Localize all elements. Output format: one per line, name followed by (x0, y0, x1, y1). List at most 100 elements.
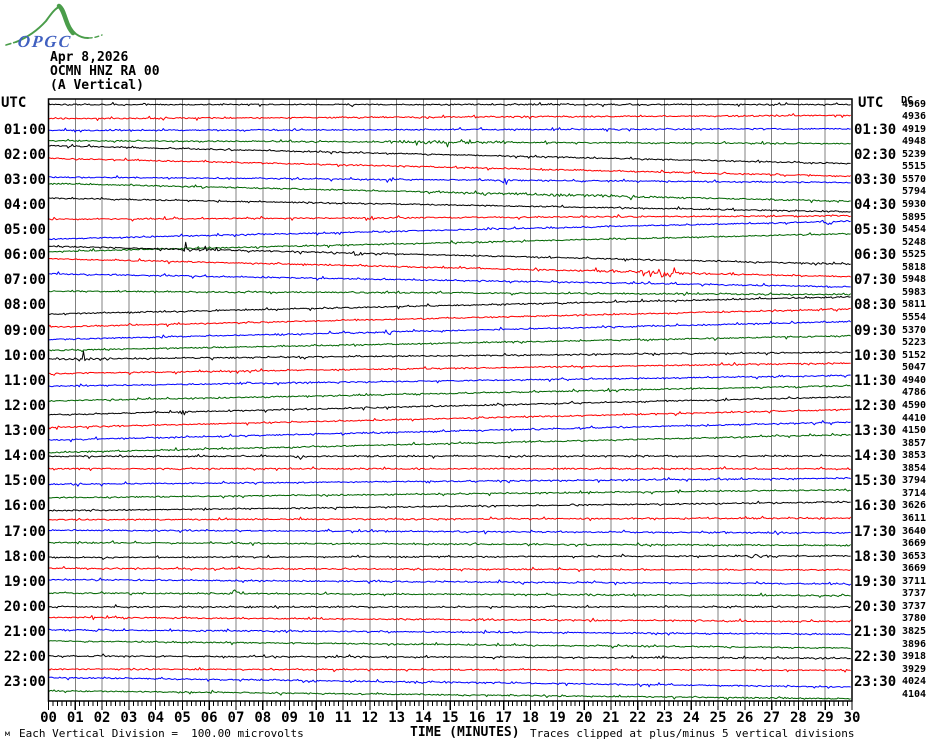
dc-value: 4104 (902, 688, 927, 700)
seismogram-trace (48, 528, 851, 536)
minute-label: 29 (816, 710, 834, 726)
dc-value: 5047 (902, 362, 927, 374)
clip-note: Traces clipped at plus/minus 5 vertical … (530, 727, 855, 740)
minute-label: 06 (200, 710, 218, 726)
dc-value: 5948 (902, 274, 927, 286)
dc-value: 3918 (902, 651, 927, 663)
dc-value: 3896 (902, 638, 927, 650)
corner-squiggle-mark: м (5, 729, 10, 738)
minute-label: 25 (709, 710, 727, 726)
division-scale-note: Each Vertical Division = 100.00 microvol… (19, 727, 304, 740)
dc-value: 5248 (902, 236, 927, 248)
dc-value: 5930 (902, 198, 927, 210)
seismogram-trace (48, 640, 851, 650)
dc-value: 5152 (902, 349, 927, 361)
seismogram-trace (48, 196, 851, 213)
minute-label: 23 (656, 710, 673, 726)
minute-label: 04 (147, 710, 165, 726)
seismogram-trace (48, 477, 851, 487)
right-time-label: 19:30 (854, 573, 897, 590)
dc-value: 3640 (902, 525, 927, 537)
right-time-label: 09:30 (854, 322, 897, 339)
seismogram-trace (48, 515, 852, 522)
time-axis-label: TIME (MINUTES) (410, 725, 520, 740)
dc-value: 3854 (902, 462, 927, 474)
seismogram-trace (48, 295, 851, 316)
minute-label: 26 (736, 710, 754, 726)
dc-value: 3669 (902, 538, 927, 550)
dc-value: 4919 (902, 123, 927, 135)
left-time-label: 03:00 (3, 171, 46, 188)
dc-value: 3780 (902, 613, 927, 625)
dc-value: 3626 (902, 500, 927, 512)
minute-label: 05 (173, 710, 191, 726)
minute-label: 19 (548, 710, 566, 726)
dc-value: 3737 (902, 600, 927, 612)
minute-label: 16 (468, 710, 486, 726)
seismogram-trace (48, 432, 851, 454)
seismogram-trace (48, 604, 852, 610)
dc-value: 5370 (902, 324, 927, 336)
dc-value: 4410 (902, 412, 927, 424)
seismogram-trace (48, 214, 851, 222)
right-time-label: 20:30 (854, 598, 897, 615)
right-time-label: 14:30 (854, 448, 897, 465)
left-time-label: 18:00 (3, 548, 46, 565)
seismogram-trace (48, 219, 851, 241)
dc-value: 5983 (902, 286, 927, 298)
minute-label: 12 (361, 710, 379, 726)
seismogram-trace (48, 453, 851, 460)
left-time-label: 02:00 (3, 146, 46, 163)
left-time-label: 05:00 (3, 222, 46, 239)
minute-ruler (47, 701, 853, 710)
dc-value: 3929 (902, 663, 927, 675)
dc-value: 5525 (902, 249, 927, 261)
dc-value: 3794 (902, 475, 927, 487)
seismogram-trace (48, 334, 851, 353)
minute-label: 18 (522, 710, 540, 726)
minute-label: 24 (682, 710, 700, 726)
seismogram-trace (48, 653, 851, 660)
dc-value: 3825 (902, 626, 927, 638)
dc-value: 5570 (902, 173, 927, 185)
seismogram-trace (48, 553, 851, 560)
left-time-label: 04:00 (3, 196, 46, 213)
minute-label: 21 (602, 710, 620, 726)
minute-label: 02 (93, 710, 111, 726)
left-time-label: 08:00 (3, 297, 46, 314)
minute-label: 17 (495, 710, 513, 726)
dc-value: 5818 (902, 261, 927, 273)
right-time-label: 17:30 (854, 523, 897, 540)
minute-label: 30 (843, 710, 861, 726)
right-time-label: 01:30 (854, 121, 897, 138)
volcano-curve-icon (5, 3, 103, 46)
seismogram-trace (48, 466, 851, 471)
seismogram-trace (48, 577, 852, 586)
utc-label-right: UTC (858, 95, 884, 111)
right-time-label: 10:30 (854, 347, 897, 364)
seismogram-trace (48, 350, 851, 362)
right-time-label: 04:30 (854, 196, 897, 213)
minute-label: 07 (227, 710, 245, 726)
right-time-label: 11:30 (854, 372, 897, 389)
dc-value: 5239 (902, 148, 927, 160)
seismogram-trace (48, 241, 851, 266)
left-time-label: 11:00 (3, 372, 46, 389)
left-time-label: 06:00 (3, 247, 46, 264)
minute-label: 22 (629, 710, 647, 726)
dc-column-header: DC (901, 95, 914, 106)
seismogram-trace (48, 676, 851, 689)
seismogram-trace (48, 307, 851, 328)
dc-value: 4936 (902, 111, 927, 123)
dc-value: 5895 (902, 211, 927, 223)
seismogram-trace (48, 320, 852, 341)
left-time-label: 14:00 (3, 448, 46, 465)
left-time-label: 09:00 (3, 322, 46, 339)
minute-label: 20 (575, 710, 593, 726)
trace-group (48, 101, 852, 701)
dc-value: 3853 (902, 450, 927, 462)
left-time-label: 16:00 (3, 498, 46, 515)
dc-value: 3737 (902, 588, 927, 600)
dc-value: 4786 (902, 387, 927, 399)
right-time-label: 05:30 (854, 222, 897, 239)
